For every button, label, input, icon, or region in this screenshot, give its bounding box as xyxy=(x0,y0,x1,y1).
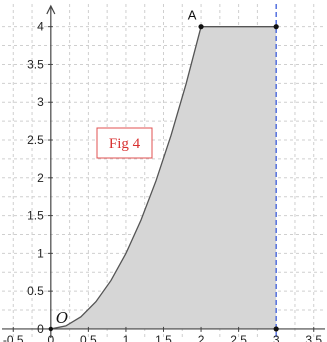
origin-marker xyxy=(48,326,54,332)
tick-labels: -0.5 0 0.5 1 1.5 2 2.5 3 3.5 0 0.5 1 1.5 2 2.5 3 3.5 4 xyxy=(3,20,322,342)
y-tick-label: 0 xyxy=(37,322,44,336)
y-tick-label: 2.5 xyxy=(27,133,44,147)
points: A xyxy=(48,8,279,332)
y-tick-label: 1 xyxy=(37,246,44,260)
y-tick-label: 4 xyxy=(37,20,44,34)
x-tick-label: 3.5 xyxy=(305,333,322,342)
fig-annotation: Fig 4 xyxy=(96,127,153,159)
x-tick-label: 0.5 xyxy=(80,333,97,342)
point-label-a: A xyxy=(188,8,197,23)
point-marker xyxy=(198,24,204,30)
x-tick-label: 3 xyxy=(273,333,280,342)
y-tick-label: 3 xyxy=(37,95,44,109)
y-tick-label: 1.5 xyxy=(27,209,44,223)
y-tick-label: 3.5 xyxy=(27,57,44,71)
fig-annotation-box xyxy=(96,127,153,159)
x-tick-label: 1 xyxy=(123,333,130,342)
x-tick-label: 1.5 xyxy=(155,333,172,342)
y-tick-label: 2 xyxy=(37,171,44,185)
origin-label: O xyxy=(56,309,68,327)
point-marker xyxy=(273,24,279,30)
x-tick-label: -0.5 xyxy=(3,333,24,342)
shaded-area xyxy=(50,26,277,329)
x-tick-label: 2 xyxy=(198,333,205,342)
x-tick-label: 2.5 xyxy=(230,333,247,342)
y-tick-label: 0.5 xyxy=(27,284,44,298)
fig-annotation-text: Fig 4 xyxy=(109,136,141,152)
y-axis-arrow xyxy=(46,4,56,15)
point-marker xyxy=(273,326,279,332)
x-tick-label: 0 xyxy=(47,333,54,342)
